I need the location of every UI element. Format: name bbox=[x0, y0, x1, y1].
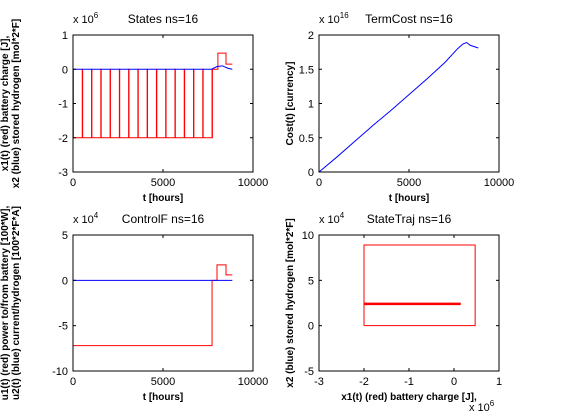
y-axis-label: u2(t) (blue) current/hydrogen [100*2*F*A… bbox=[11, 206, 22, 400]
x-tick-label: -1 bbox=[404, 376, 414, 388]
series-line-0 bbox=[73, 264, 233, 347]
y-tick-label: 0 bbox=[62, 275, 68, 287]
plot-frame bbox=[72, 234, 254, 372]
series-line-0 bbox=[363, 244, 476, 327]
y-exponent: x 106 bbox=[73, 11, 99, 26]
series-group bbox=[319, 41, 479, 172]
y-exponent: x 104 bbox=[73, 211, 99, 226]
y-tick-label: -3 bbox=[58, 167, 68, 179]
y-axis-label: x1(t) (red) battery charge [J], bbox=[0, 35, 11, 171]
x-tick-label: 5000 bbox=[397, 177, 421, 189]
x-tick-label: 5000 bbox=[151, 177, 175, 189]
y-axis-label: Cost(t) [currency] bbox=[285, 62, 296, 146]
y-tick-label: 0 bbox=[308, 321, 314, 333]
x-exponent: x 106 bbox=[469, 399, 495, 414]
y-exponent: x 104 bbox=[319, 211, 345, 226]
y-tick-label: -2 bbox=[58, 133, 68, 145]
y-tick-label: 0.5 bbox=[299, 133, 314, 145]
chart-states: 0 5000 10000 -3 -2 -1 0 1 x 106 States ns=16 t [ho… bbox=[0, 11, 268, 204]
y-tick-label: 10 bbox=[302, 230, 314, 242]
x-tick-label: 10000 bbox=[484, 177, 515, 189]
y-tick-label: 0 bbox=[308, 167, 314, 179]
y-tick-label: -1 bbox=[58, 99, 68, 111]
y-tick-label: 5 bbox=[62, 230, 68, 242]
y-exponent: x 1016 bbox=[319, 11, 349, 26]
y-tick-label: -5 bbox=[58, 321, 68, 333]
chart-title: StateTraj ns=16 bbox=[367, 212, 452, 226]
chart-title: TermCost ns=16 bbox=[365, 12, 453, 26]
x-tick-label: 5000 bbox=[151, 376, 175, 388]
series-line-1 bbox=[73, 65, 233, 70]
x-axis-label: t [hours] bbox=[143, 193, 184, 204]
series-group bbox=[73, 52, 233, 139]
chart-statetraj: -3 -2 -1 0 1 -5 0 5 10 x 104 x 106 StateTraj ns=16 x… bbox=[285, 211, 502, 414]
y-tick-label: 1 bbox=[308, 99, 314, 111]
x-tick-label: 10000 bbox=[238, 177, 269, 189]
x-tick-label: 0 bbox=[451, 376, 457, 388]
chart-title: States ns=16 bbox=[128, 12, 199, 26]
x-tick-label: 0 bbox=[316, 177, 322, 189]
y-axis-label: u1(t) (red) power to/from battery [100*W… bbox=[0, 206, 11, 401]
y-axis-label: x2 (blue) stored hydrogen [mol*2*F] bbox=[285, 218, 296, 387]
x-tick-label: 0 bbox=[70, 177, 76, 189]
x-tick-label: 10000 bbox=[238, 376, 269, 388]
x-tick-label: 0 bbox=[70, 376, 76, 388]
series-line-0 bbox=[73, 52, 233, 139]
y-tick-label: 2 bbox=[308, 30, 314, 42]
x-tick-label: 1 bbox=[496, 376, 502, 388]
x-axis-label: t [hours] bbox=[389, 193, 430, 204]
series-group bbox=[73, 264, 233, 347]
y-tick-label: 1.5 bbox=[299, 64, 314, 76]
x-tick-label: -3 bbox=[314, 376, 324, 388]
series-group bbox=[363, 244, 476, 327]
x-tick-label: -2 bbox=[359, 376, 369, 388]
x-axis-label: t [hours] bbox=[143, 392, 184, 403]
y-tick-label: 0 bbox=[62, 64, 68, 76]
y-axis-label: x2 (blue) stored hydrogen [mol*2*F] bbox=[11, 19, 22, 188]
chart-control: 0 5000 10000 -10 -5 0 5 x 104 ControlF ns=16 t [h… bbox=[0, 206, 268, 403]
x-axis-label: x1(t) (red) battery charge [J], bbox=[341, 392, 477, 403]
y-tick-label: 5 bbox=[308, 275, 314, 287]
chart-title: ControlF ns=16 bbox=[122, 212, 205, 226]
plot-frame bbox=[318, 34, 500, 173]
y-tick-label: -5 bbox=[304, 366, 314, 378]
chart-termcost: 0 5000 10000 0 0.5 1 1.5 2 x 1016 TermCost ns=16 t… bbox=[285, 11, 514, 204]
y-tick-label: -10 bbox=[52, 366, 68, 378]
y-tick-label: 1 bbox=[62, 30, 68, 42]
series-line-0 bbox=[319, 41, 479, 172]
